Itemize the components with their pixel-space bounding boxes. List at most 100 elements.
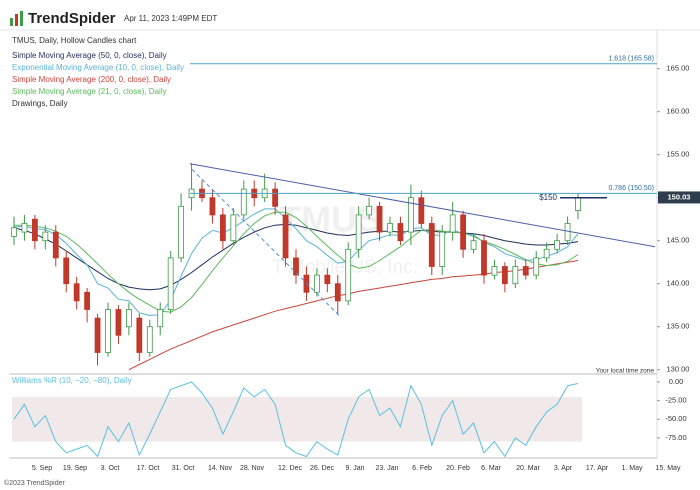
candle-body — [11, 227, 17, 237]
y-tick-label: 135.00 — [667, 322, 690, 331]
x-tick-label: 6. Mar — [481, 465, 502, 472]
footer: ©2023 TrendSpider — [4, 479, 65, 487]
x-tick-label: 6. Feb — [412, 465, 432, 472]
legend-entry: Simple Moving Average (50, 0, close), Da… — [12, 51, 167, 60]
candle-body — [240, 188, 247, 216]
candle-body — [146, 326, 153, 353]
legend-title: TMUS, Daily, Hollow Candles chart — [12, 36, 137, 45]
candle-body — [501, 266, 508, 285]
x-tick-label: 31. Oct — [172, 465, 195, 472]
candle-body — [366, 205, 373, 216]
x-tick-label: 12. Dec — [278, 465, 303, 472]
x-tick-label: 23. Jan — [376, 465, 399, 472]
y-tick-label: -75.00 — [665, 433, 686, 442]
x-tick-label: 28. Nov — [240, 465, 265, 472]
candle-body — [460, 214, 467, 250]
candle-body — [178, 205, 185, 259]
last-price-box — [658, 191, 700, 204]
candle-body — [512, 266, 519, 285]
indicator-title: Williams %R (10, −20, −80), Daily — [12, 376, 132, 385]
candle-body — [94, 317, 101, 353]
fib-label: 1.618 (165.58) — [608, 56, 654, 63]
legend-drawings: Drawings, Daily — [12, 99, 68, 108]
x-tick-label: 20. Feb — [446, 465, 470, 472]
candle-body — [397, 223, 404, 242]
candle-body — [167, 257, 174, 310]
fib-label: 0.786 (150.50) — [608, 185, 654, 192]
candle-body — [105, 309, 111, 353]
candle-body — [293, 257, 299, 276]
legend-entry: Simple Moving Average (21, 0, close), Da… — [12, 87, 167, 96]
candle-body — [219, 214, 226, 242]
legend-entry: Simple Moving Average (200, 0, close), D… — [12, 75, 171, 84]
price-level-label: $150 — [539, 193, 557, 202]
candle-body — [21, 223, 28, 233]
candle-body — [543, 248, 550, 259]
y-tick-label: 130.00 — [667, 365, 690, 374]
candle-body — [554, 240, 561, 250]
logo-icon — [10, 11, 23, 26]
candle-body — [428, 223, 435, 267]
x-tick-label: 19. Sep — [63, 465, 87, 472]
y-tick-label: -50.00 — [665, 414, 686, 423]
y-tick-label: 160.00 — [667, 107, 690, 116]
candle-body — [387, 223, 393, 233]
candle-body — [282, 214, 289, 259]
candle-body — [564, 223, 571, 242]
candle-body — [31, 218, 38, 242]
candle-body — [522, 266, 529, 276]
candle-body — [449, 214, 456, 233]
x-tick-label: 14. Nov — [208, 465, 233, 472]
candle-body — [63, 257, 70, 285]
candle-body — [533, 257, 540, 276]
x-tick-label: 1. May — [621, 465, 643, 472]
y-tick-label: 140.00 — [667, 279, 690, 288]
candle-body — [84, 291, 91, 310]
candle-body — [334, 283, 341, 302]
candle-body — [52, 231, 59, 259]
indicator-line — [13, 381, 579, 458]
x-tick-label: 3. Oct — [101, 465, 120, 472]
candle-body — [125, 309, 132, 328]
y-tick-label: -25.00 — [665, 396, 686, 405]
watermark-name: T-Mobile US, Inc. — [272, 257, 418, 278]
candle-body — [157, 309, 164, 328]
trendline — [189, 163, 656, 248]
candle-body — [230, 214, 237, 242]
candle-body — [491, 266, 498, 276]
timestamp: Apr 11, 2023 1:49PM EDT — [124, 14, 217, 23]
y-tick-label: 165.00 — [667, 64, 690, 73]
candle-body — [407, 197, 414, 233]
candle-body — [42, 231, 49, 242]
legend-entry: Exponential Moving Average (10, 0, close… — [12, 63, 184, 72]
candle-body — [470, 240, 477, 250]
candle-body — [481, 240, 487, 276]
band — [12, 396, 582, 442]
x-tick-label: 17. Oct — [137, 465, 160, 472]
candle-body — [272, 188, 279, 207]
x-tick-label: 3. Apr — [554, 465, 573, 472]
candle-body — [136, 317, 143, 353]
timezone-note: Your local time zone — [596, 368, 655, 375]
candle-body — [376, 205, 383, 233]
candle-body — [355, 214, 362, 250]
x-tick-label: 26. Dec — [310, 465, 335, 472]
candle-body — [209, 197, 216, 216]
x-tick-label: 20. Mar — [516, 465, 540, 472]
candle-body — [575, 197, 581, 212]
candle-body — [345, 248, 352, 302]
candle-body — [313, 274, 320, 293]
candle-body — [439, 231, 446, 267]
x-tick-label: 9. Jan — [345, 465, 364, 472]
last-price-label: 150.03 — [668, 192, 691, 201]
candle-body — [418, 197, 425, 224]
y-tick-label: 0.00 — [669, 377, 684, 386]
x-tick-label: 17. Apr — [586, 465, 609, 472]
y-tick-label: 155.00 — [667, 150, 690, 159]
candle-body — [115, 309, 122, 336]
candle-body — [73, 283, 80, 302]
logo-text: TrendSpider — [28, 10, 116, 27]
x-tick-label: 5. Sep — [32, 465, 52, 472]
